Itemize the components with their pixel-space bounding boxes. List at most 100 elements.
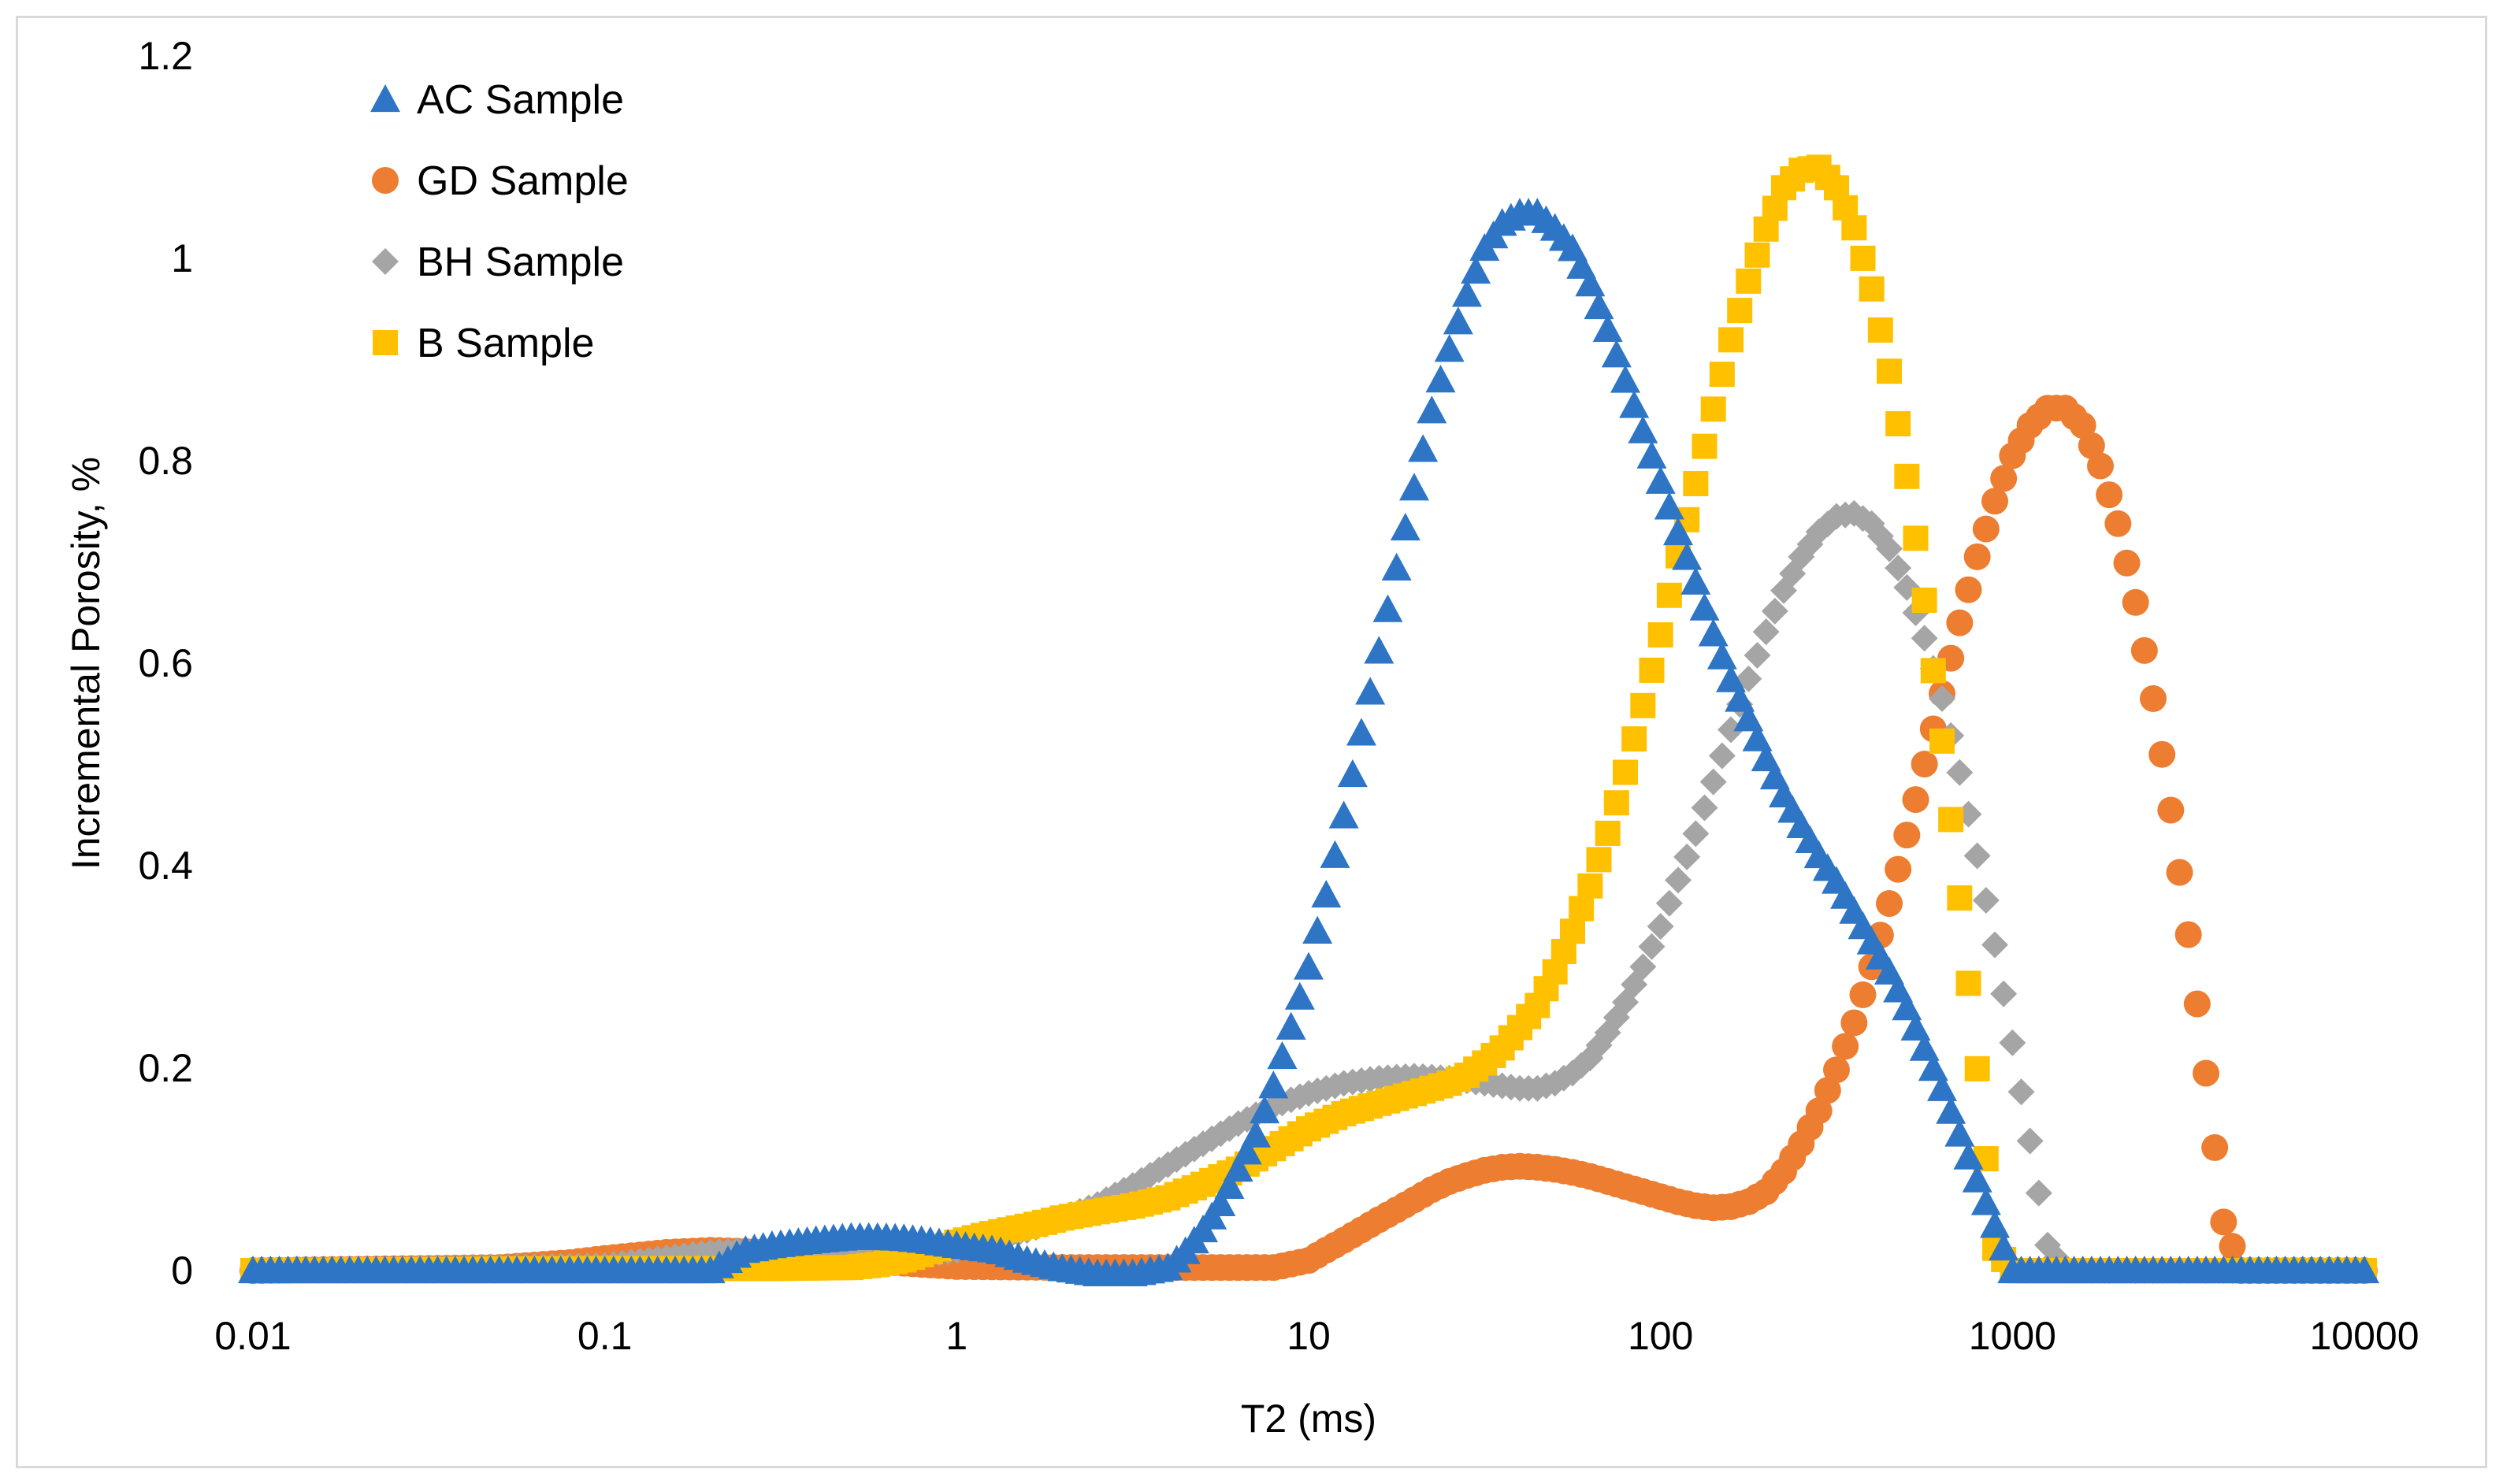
chart-frame: 0 0.2 0.4 0.6 0.8 1 1.2 0.01 0.1 1 10 100 1000 10000 T… [16,16,2487,1468]
data-point [1663,517,1693,546]
data-point [1586,847,1612,873]
data-point [1381,552,1412,581]
data-point [1893,822,1921,849]
data-point [1885,410,1911,436]
y-tick-label: 1.2 [138,34,193,78]
data-point [1849,981,1877,1008]
data-point [2349,1256,2379,1284]
data-point [1742,723,1773,751]
legend-label: AC Sample [417,77,624,123]
data-point [1443,306,1473,335]
data-point [1276,1011,1306,1040]
data-point [1708,742,1736,770]
data-point [2087,452,2114,480]
data-point [1665,866,1692,894]
data-point [1936,1096,1966,1124]
legend: AC Sample GD Sample BH Sample B Sample [370,77,629,366]
data-point [1999,1029,2026,1056]
data-point [1223,1153,1253,1182]
data-point [1621,726,1647,752]
data-point [1903,525,1929,551]
data-point [1980,1210,2010,1238]
data-point [1320,840,1350,868]
data-point [1981,931,2008,959]
data-point [2069,412,2096,440]
data-point [1955,970,1981,996]
data-point [1963,543,1991,570]
data-point [1744,242,1770,268]
data-point [1602,1004,1630,1031]
data-point [1372,594,1403,622]
data-point [1577,873,1603,899]
series-ac-sample [238,198,2379,1287]
axes: 0 0.2 0.4 0.6 0.8 1 1.2 0.01 0.1 1 10 100 1000 10000 T… [64,34,2419,1441]
data-point [1346,718,1376,746]
data-point [1680,566,1711,595]
data-point [1311,879,1342,908]
data-point [1805,1097,1833,1125]
y-tick-label: 0.4 [138,844,193,888]
data-point [2148,740,2176,768]
data-point [1603,790,1629,816]
data-point [1647,913,1674,940]
data-point [1962,1164,1992,1193]
data-point [1682,820,1710,848]
data-point [1876,535,1903,562]
data-point [1706,641,1737,670]
legend-label: B Sample [417,321,594,366]
data-point [2078,432,2105,459]
data-point [1241,1119,1271,1148]
data-point [1284,981,1315,1010]
data-point [2025,1179,2052,1207]
data-point [1718,327,1744,353]
y-tick-label: 0.2 [138,1046,193,1090]
data-point [1699,768,1727,796]
legend-marker [372,248,399,275]
data-point [1629,953,1657,981]
data-point [1595,820,1621,846]
legend-marker [372,167,399,194]
data-point [1390,512,1420,541]
data-point [1752,618,1780,646]
data-point [2219,1233,2246,1260]
data-point [1619,390,1650,418]
series-bh-sample [240,499,2378,1284]
data-point [1716,664,1746,692]
data-point [2201,1133,2229,1161]
data-point [1417,395,1447,424]
data-point [1560,918,1585,944]
data-point [1944,1119,1975,1147]
data-point [1408,434,1439,462]
y-tick-label: 0.6 [138,641,193,685]
data-point [1850,245,1876,271]
data-point [1425,365,1456,393]
y-tick-label: 1 [171,236,193,280]
data-point [1656,582,1682,608]
legend-label: BH Sample [417,239,624,285]
data-point [1630,692,1656,718]
data-point [2113,549,2141,577]
data-point [1434,334,1465,362]
data-point [1250,1095,1280,1124]
data-point [1655,889,1683,917]
data-point [1639,657,1665,683]
data-point [1972,887,2000,915]
data-point [2130,636,2158,664]
data-point [1294,952,1324,980]
data-point [1718,716,1744,744]
data-point [1698,618,1729,647]
data-point [1355,677,1386,705]
data-point [1947,885,1973,911]
data-point [1832,1033,1859,1060]
data-point [1911,587,1937,613]
data-point [2174,921,2202,948]
data-point [1989,1233,2019,1261]
data-point [1647,622,1673,648]
data-point [1337,759,1368,788]
data-point [1840,1009,1868,1037]
data-point [1736,268,1762,294]
x-tick-label: 1000 [1969,1314,2056,1358]
data-point [1892,992,1922,1021]
data-point [1964,1055,1990,1081]
data-point [2122,588,2149,616]
